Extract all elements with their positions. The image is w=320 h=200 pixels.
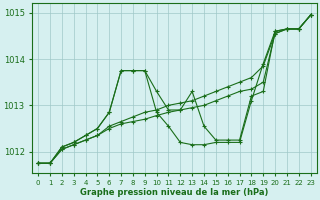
X-axis label: Graphe pression niveau de la mer (hPa): Graphe pression niveau de la mer (hPa) xyxy=(80,188,268,197)
